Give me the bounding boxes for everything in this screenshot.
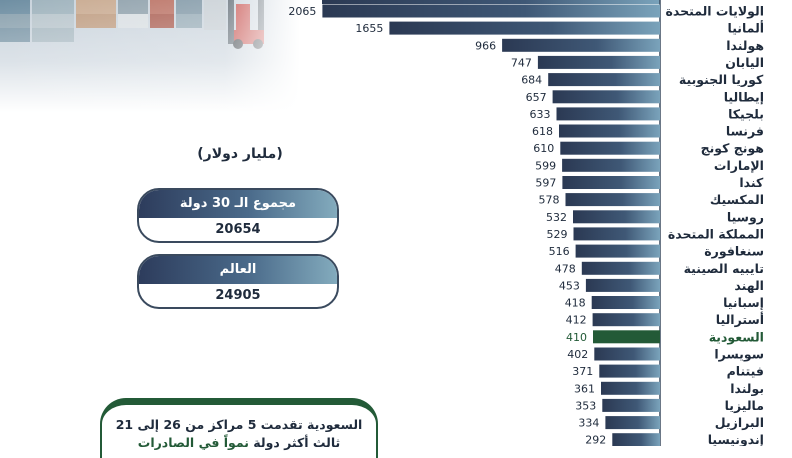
exports-bar-chart: 2065 الولايات المتحدة 1655 ألمانيا 966 هولندا…: [288, 0, 765, 446]
category-label: ألمانيا: [728, 20, 765, 36]
category-label: المملكة المتحدة: [668, 226, 764, 241]
bar-value-label: 529: [547, 228, 568, 241]
bar-value-label: 610: [533, 142, 554, 155]
bar: [581, 261, 660, 275]
bar-value-label: 532: [546, 211, 567, 224]
port-containers-photo: [0, 0, 300, 112]
bar-value-label: 1655: [355, 22, 383, 35]
bar: [559, 124, 660, 138]
bar-value-label: 966: [475, 39, 496, 52]
category-label: كندا: [739, 175, 764, 190]
bar: [562, 176, 660, 189]
category-label: المكسيك: [710, 192, 764, 207]
bar-value-label: 618: [532, 125, 553, 138]
bar-value-label: 2065: [288, 5, 316, 18]
bar: [585, 278, 660, 292]
category-label: سنغافورة: [704, 244, 764, 259]
bar-value-label: 516: [549, 245, 570, 258]
bar: [612, 433, 660, 446]
category-label: تايبيه الصينية: [684, 261, 764, 276]
category-label: فرنسا: [726, 124, 764, 139]
bar-value-label: 578: [539, 194, 560, 207]
bar-value-label: 371: [572, 365, 593, 378]
category-label: الهند: [734, 278, 764, 293]
bar-value-label: 747: [511, 56, 532, 69]
category-label: السعودية: [709, 329, 764, 344]
bar: [560, 141, 660, 155]
bar-value-label: 597: [535, 177, 556, 190]
bar: [594, 347, 660, 361]
total-30-countries-box: مجموع الـ 30 دولة 20654: [137, 188, 339, 243]
bar: [562, 158, 660, 172]
bar-value-label: 633: [530, 108, 551, 121]
unit-label: (مليار دولار): [197, 146, 283, 162]
world-total-box: العالم 24905: [137, 254, 339, 309]
bar-highlight: [593, 330, 660, 344]
bar-value-label: 599: [535, 159, 556, 172]
bar: [548, 73, 660, 87]
bar-value-label: 684: [521, 74, 542, 87]
category-label: الولايات المتحدة: [666, 4, 765, 19]
category-label: سويسرا: [714, 347, 764, 362]
bar-value-label: 292: [585, 434, 606, 446]
bar-value-label: 412: [566, 314, 587, 327]
category-label: هولندا: [726, 38, 764, 53]
category-label: إسبانيا: [723, 295, 764, 310]
saudi-rank-note: السعودية تقدمت 5 مراكز من 26 إلى 21 ثالث…: [100, 398, 378, 458]
world-total-title: العالم: [139, 256, 337, 284]
bar: [599, 364, 660, 378]
bar: [389, 21, 660, 35]
bar: [591, 296, 660, 309]
bar: [575, 244, 660, 258]
category-label: فيتنام: [727, 364, 764, 380]
category-label: اليابان: [725, 55, 764, 70]
bar-value-label: 418: [565, 297, 586, 310]
bar: [573, 210, 660, 224]
bar-value-label: 361: [574, 382, 595, 395]
total-30-countries-value: 20654: [215, 222, 261, 237]
bar: [556, 107, 660, 121]
bar-value-label: 478: [555, 262, 576, 275]
bar-value-label: 353: [575, 399, 596, 412]
note-line-2: ثالث أكثر دولة نمواً في الصادرات: [102, 435, 376, 450]
bar: [592, 313, 660, 327]
note-line-1: السعودية تقدمت 5 مراكز من 26 إلى 21: [115, 417, 363, 432]
bar-top-clipped: [322, 0, 660, 4]
bar: [537, 55, 660, 69]
category-label: إندونيسيا: [708, 432, 764, 446]
category-label: هونج كونج: [701, 141, 764, 156]
bar-value-label: 453: [559, 279, 580, 292]
bar: [552, 90, 660, 104]
note-line-2-prefix: ثالث أكثر دولة: [248, 435, 341, 450]
category-label: أستراليا: [716, 311, 764, 327]
bar: [322, 4, 660, 18]
category-label: كوريا الجنوبية: [679, 72, 764, 87]
bar: [602, 398, 660, 412]
category-label: الإمارات: [714, 158, 764, 173]
category-label: بولندا: [730, 381, 764, 396]
bar: [573, 227, 660, 241]
bar: [565, 193, 660, 207]
world-total-value: 24905: [215, 288, 261, 303]
category-label: ماليزيا: [725, 398, 764, 413]
total-30-countries-title: مجموع الـ 30 دولة: [139, 190, 337, 218]
category-label: البرازيل: [715, 415, 764, 430]
bar-value-label: 410: [566, 331, 587, 344]
category-label: إيطاليا: [724, 89, 764, 104]
bar-value-label: 402: [567, 348, 588, 361]
bar: [502, 38, 660, 52]
bar: [605, 416, 660, 430]
category-label: روسيا: [727, 209, 764, 224]
bar-value-label: 657: [526, 91, 547, 104]
bar: [601, 381, 660, 395]
category-label: بلجيكا: [728, 106, 764, 121]
bar-value-label: 334: [578, 417, 599, 430]
note-line-2-highlight: نمواً في الصادرات: [137, 435, 249, 450]
